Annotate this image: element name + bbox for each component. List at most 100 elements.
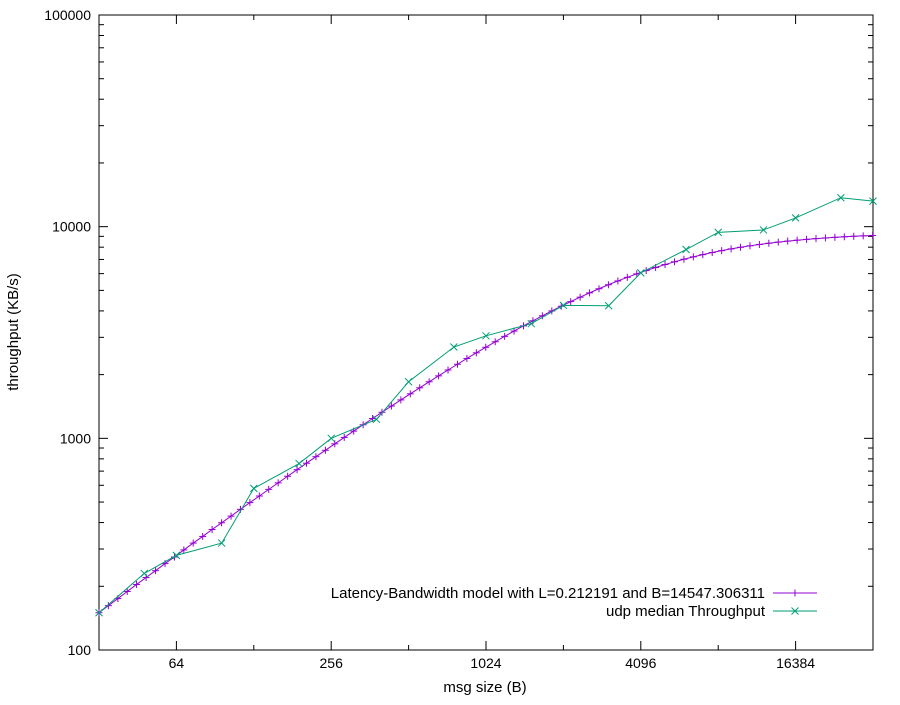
legend-entry: udp median Throughput	[606, 603, 817, 620]
data-point	[133, 580, 141, 588]
data-point	[633, 270, 641, 278]
marker-stroke	[527, 319, 536, 328]
data-point	[152, 567, 160, 575]
data-point	[670, 258, 678, 266]
legend-label: Latency-Bandwidth model with L=0.212191 …	[331, 585, 765, 602]
data-point	[425, 378, 433, 386]
data-point	[840, 233, 848, 241]
data-point	[453, 360, 461, 368]
data-point	[869, 231, 877, 239]
data-point	[837, 193, 845, 202]
data-point	[812, 235, 820, 243]
data-point	[567, 298, 575, 306]
data-point	[472, 349, 480, 357]
series-0	[95, 231, 877, 617]
y-tick-label: 100000	[44, 7, 91, 23]
y-tick-label: 100	[68, 642, 92, 658]
data-point	[482, 331, 490, 340]
data-point	[859, 232, 867, 240]
data-point	[180, 546, 188, 554]
marker-stroke	[172, 551, 181, 560]
data-point	[104, 602, 112, 610]
data-point	[387, 402, 395, 410]
data-point	[172, 551, 181, 560]
data-point	[249, 484, 258, 493]
data-point	[869, 197, 877, 205]
data-point	[793, 236, 801, 244]
data-point	[727, 245, 735, 253]
data-point	[312, 453, 320, 461]
data-point	[501, 332, 509, 340]
data-point	[708, 249, 716, 257]
y-axis-label: throughput (KB/s)	[5, 273, 22, 391]
data-point	[614, 277, 622, 285]
plot-area-border	[98, 14, 874, 651]
data-point	[765, 239, 773, 247]
data-point	[821, 234, 829, 242]
marker-stroke	[604, 301, 613, 310]
data-point	[217, 539, 226, 547]
data-point	[265, 485, 273, 493]
data-point	[623, 273, 631, 281]
data-point	[284, 472, 292, 480]
data-point	[416, 384, 424, 392]
data-point	[682, 245, 690, 254]
series-layer	[95, 193, 877, 617]
legend-label: udp median Throughput	[606, 603, 766, 620]
data-point	[527, 319, 536, 328]
marker-stroke	[791, 214, 800, 222]
data-point	[576, 293, 584, 301]
x-tick-label: 16384	[776, 655, 815, 671]
marker-stroke	[327, 434, 336, 443]
data-point	[444, 366, 452, 374]
data-point	[327, 434, 336, 443]
data-point	[791, 214, 800, 222]
data-point	[636, 269, 645, 277]
data-point	[372, 415, 381, 424]
data-point	[274, 479, 282, 487]
data-point	[293, 466, 301, 474]
data-point	[406, 390, 414, 398]
data-point	[227, 512, 235, 520]
data-point	[803, 235, 811, 243]
data-point	[218, 519, 226, 527]
data-point	[295, 459, 303, 468]
data-point	[850, 232, 858, 240]
marker-stroke	[450, 343, 458, 351]
data-point	[689, 253, 697, 261]
data-point	[189, 539, 197, 547]
legend-marker	[791, 607, 799, 615]
marker-stroke	[404, 377, 413, 386]
marker-stroke	[217, 539, 226, 547]
x-tick-label: 256	[320, 655, 344, 671]
data-point	[831, 233, 839, 241]
data-point	[784, 237, 792, 245]
data-point	[140, 569, 149, 578]
plot-frame-layer	[98, 14, 874, 651]
tick-layer: 64 256 1024 4096 16384 100 1000 10000 100000	[44, 7, 874, 671]
legend-entry: Latency-Bandwidth model with L=0.212191 …	[331, 585, 817, 602]
data-point	[435, 372, 443, 380]
data-point	[718, 247, 726, 255]
marker-stroke	[791, 607, 799, 615]
data-point	[737, 243, 745, 251]
marker-stroke	[714, 228, 723, 237]
data-point	[491, 338, 499, 346]
data-point	[661, 261, 669, 269]
legend-marker	[791, 589, 799, 597]
marker-stroke	[372, 415, 381, 424]
marker-stroke	[759, 226, 768, 234]
marker-stroke	[249, 484, 258, 493]
legend: Latency-Bandwidth model with L=0.212191 …	[331, 585, 817, 620]
series-line	[98, 234, 873, 614]
y-tick-label: 10000	[52, 219, 91, 235]
data-point	[746, 242, 754, 250]
series-1	[95, 193, 877, 617]
data-point	[303, 459, 311, 467]
x-tick-label: 4096	[625, 655, 656, 671]
data-point	[755, 240, 763, 248]
data-point	[246, 499, 254, 507]
y-tick-label: 1000	[60, 430, 91, 446]
data-point	[559, 301, 568, 310]
